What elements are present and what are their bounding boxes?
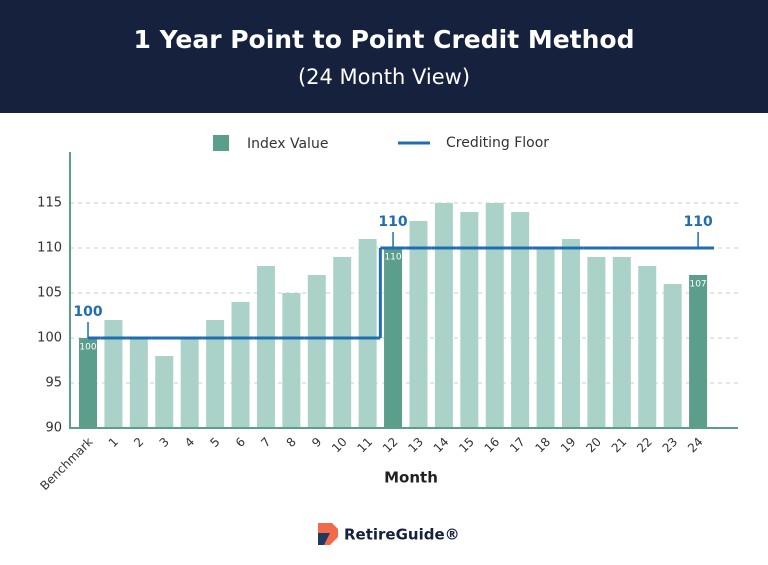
bar <box>638 266 657 428</box>
x-tick-label: 23 <box>660 435 681 456</box>
logo-icon-part <box>318 533 330 545</box>
x-tick-label: 1 <box>106 435 121 450</box>
x-tick-label: 15 <box>456 435 477 456</box>
y-tick-label: 105 <box>37 286 62 301</box>
brand-logo <box>318 523 338 545</box>
floor-annotation: 100 <box>73 304 102 320</box>
bar <box>231 302 250 428</box>
x-tick-label: 7 <box>258 435 273 450</box>
bar <box>307 275 326 428</box>
y-tick-label: 115 <box>37 196 62 211</box>
legend-swatch <box>213 135 229 151</box>
x-tick-label: 21 <box>609 435 630 456</box>
bar <box>282 293 301 428</box>
bar <box>180 338 199 428</box>
bar <box>536 248 555 428</box>
x-tick-label: 24 <box>685 435 706 456</box>
bar <box>561 239 580 428</box>
floor-annotation: 110 <box>683 214 712 230</box>
x-tick-label: 3 <box>157 435 172 450</box>
legend-label: Index Value <box>247 136 328 152</box>
bar <box>384 248 403 428</box>
bar-value-label: 107 <box>689 280 706 290</box>
bar <box>129 338 148 428</box>
bar-value-label: 110 <box>384 253 401 263</box>
chart-subtitle: (24 Month View) <box>298 65 470 89</box>
legend-label: Crediting Floor <box>446 135 549 151</box>
y-tick-label: 95 <box>45 376 62 391</box>
chart-title: 1 Year Point to Point Credit Method <box>133 25 634 54</box>
bar <box>612 257 631 428</box>
bar <box>689 275 708 428</box>
bar <box>358 239 377 428</box>
bar <box>333 257 352 428</box>
y-tick-label: 90 <box>45 421 62 436</box>
x-tick-label: 12 <box>380 435 401 456</box>
x-tick-label: 10 <box>329 435 350 456</box>
bar-value-label: 100 <box>79 343 96 353</box>
floor-annotation: 110 <box>378 214 407 230</box>
x-tick-label: 11 <box>355 435 376 456</box>
y-tick-label: 110 <box>37 241 62 256</box>
bar <box>79 338 98 428</box>
x-tick-label: 4 <box>182 435 197 450</box>
brand-name: RetireGuide® <box>344 526 460 544</box>
x-tick-label: 22 <box>634 435 655 456</box>
bar <box>511 212 530 428</box>
x-tick-label: 17 <box>507 435 528 456</box>
bar <box>587 257 606 428</box>
bar <box>155 356 174 428</box>
x-tick-label: 18 <box>532 435 553 456</box>
bar <box>434 203 453 428</box>
x-tick-label: 20 <box>583 435 604 456</box>
bar <box>206 320 225 428</box>
bar <box>663 284 682 428</box>
bar <box>104 320 123 428</box>
x-tick-label: Benchmark <box>37 435 95 493</box>
x-axis-title: Month <box>384 469 438 487</box>
x-tick-label: 8 <box>284 435 299 450</box>
bar <box>485 203 504 428</box>
x-tick-label: 6 <box>233 435 248 450</box>
x-tick-label: 13 <box>405 435 426 456</box>
x-tick-label: 5 <box>207 435 222 450</box>
x-tick-label: 19 <box>558 435 579 456</box>
bar <box>256 266 275 428</box>
bar <box>409 221 428 428</box>
x-tick-label: 14 <box>431 435 452 456</box>
x-tick-label: 16 <box>482 435 503 456</box>
header-band <box>0 0 768 113</box>
x-tick-label: 2 <box>131 435 146 450</box>
bar <box>460 212 479 428</box>
x-tick-label: 9 <box>309 435 324 450</box>
y-tick-label: 100 <box>37 331 62 346</box>
